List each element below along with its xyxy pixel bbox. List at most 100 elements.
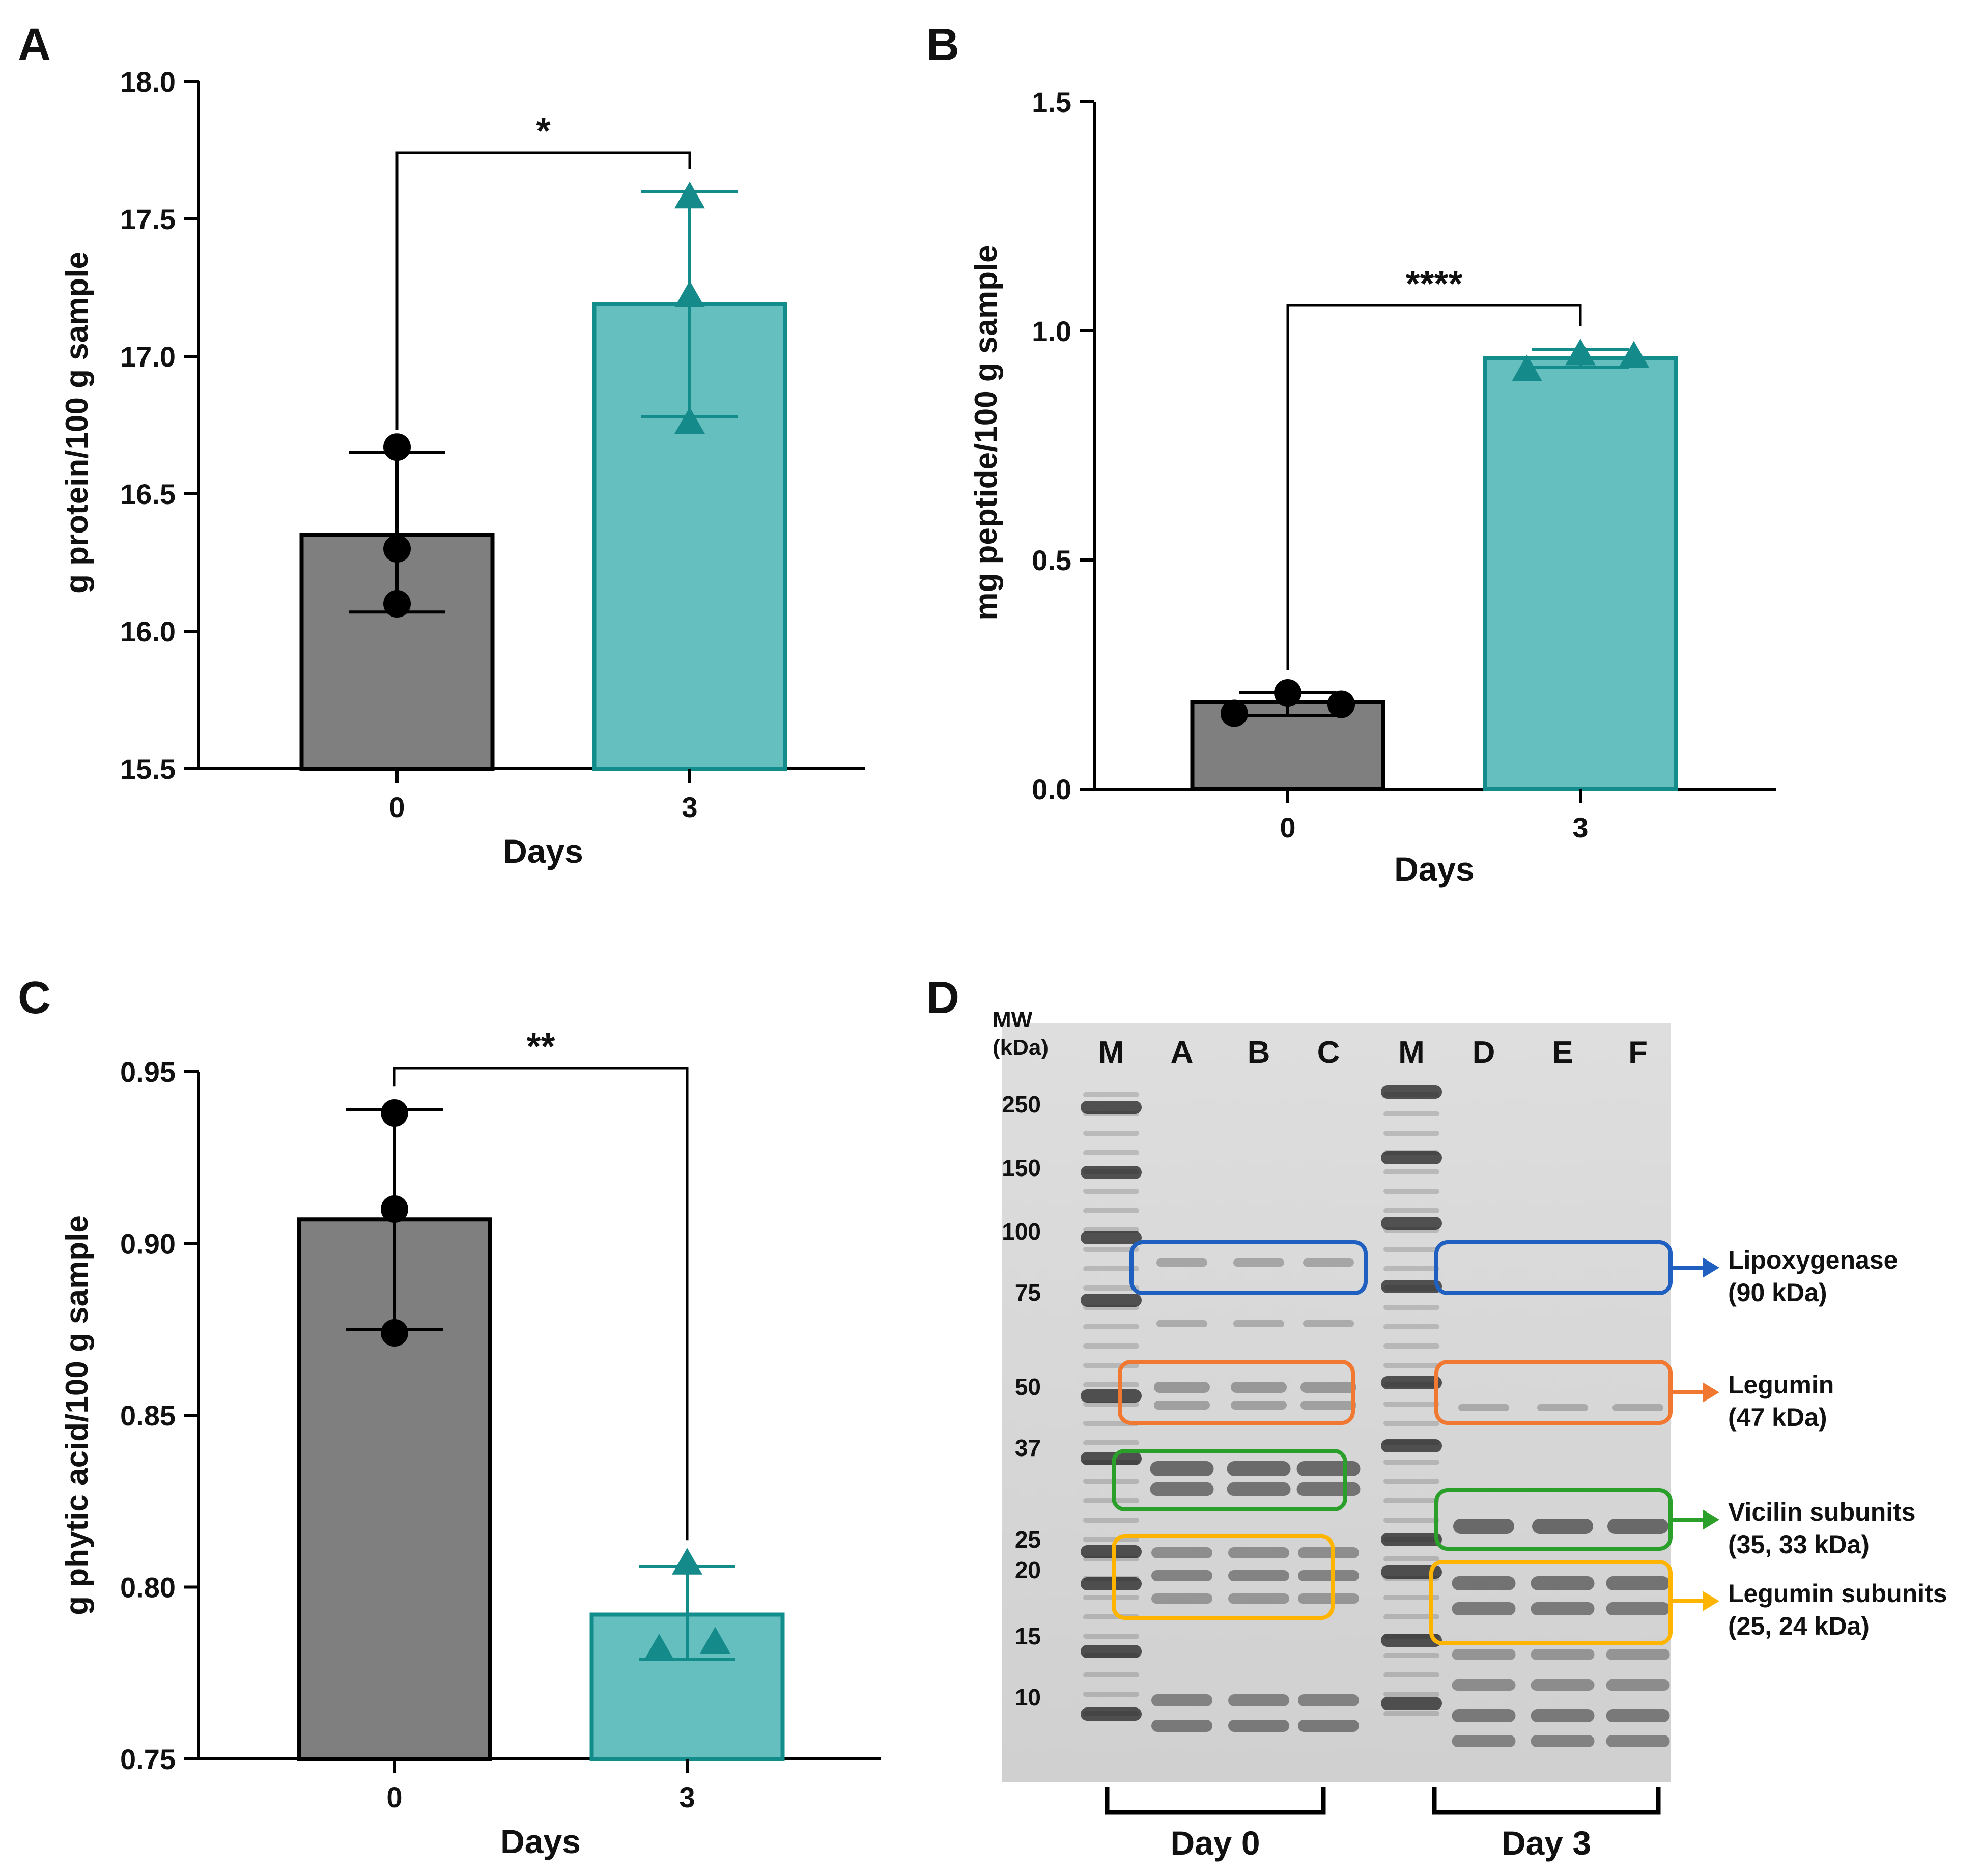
chart-b-point-day3 — [1619, 341, 1649, 368]
gel-lane-label: M — [1098, 1035, 1124, 1070]
gel-marker-band — [1381, 1634, 1442, 1647]
chart-c-x-tick-label: 0 — [386, 1781, 402, 1813]
annotation-arrowhead — [1703, 1257, 1719, 1278]
gel-smear-band — [1383, 1227, 1439, 1233]
gel-marker-band — [1381, 1280, 1442, 1293]
gel-marker-band — [1081, 1166, 1142, 1179]
gel-smear-band — [1383, 1111, 1439, 1116]
gel-smear-band — [1083, 1498, 1139, 1503]
panel-letter-c: C — [18, 972, 51, 1023]
gel-smear-band — [1383, 1711, 1439, 1716]
chart-a-point-day3 — [674, 181, 705, 209]
gel-band — [1531, 1735, 1595, 1747]
gel-smear-band — [1083, 1653, 1139, 1658]
gel-band — [1531, 1649, 1595, 1660]
chart-b: mg peptide/100 g sample Days 0.0 0.5 1.0 1.… — [969, 86, 1776, 888]
chart-b-point-day0 — [1221, 699, 1248, 727]
gel-smear-band — [1083, 1595, 1139, 1600]
gel-smear-band — [1383, 1150, 1439, 1155]
gel-band — [1298, 1720, 1359, 1732]
gel-smear-band — [1083, 1479, 1139, 1484]
chart-a-y-label: g protein/100 g sample — [60, 251, 95, 594]
chart-a-point-day0 — [383, 590, 411, 618]
gel-band-lipoxygenase — [1233, 1258, 1284, 1267]
chart-c-significance-bracket — [393, 1067, 689, 1541]
gel-smear-band — [1383, 1092, 1439, 1097]
gel-smear-band — [1083, 1169, 1139, 1174]
chart-a-significance-label: * — [536, 111, 550, 152]
panel-letter-a: A — [18, 19, 51, 70]
gel-band-legumin-subunit — [1606, 1602, 1670, 1615]
chart-b-y-tick-label: 0.5 — [1032, 544, 1071, 576]
gel-marker-band — [1081, 1231, 1142, 1244]
chart-b-x-tick-label: 3 — [1572, 811, 1588, 844]
gel-band — [1228, 1720, 1289, 1732]
chart-a-y-tick-label: 17.5 — [120, 203, 176, 235]
chart-b-y-label: mg peptide/100 g sample — [969, 245, 1004, 620]
gel-smear-band — [1383, 1402, 1439, 1407]
gel-marker-label: 15 — [1015, 1623, 1041, 1649]
gel-smear-band — [1383, 1305, 1439, 1310]
annotation-label: Legumin subunits — [1728, 1579, 1947, 1608]
gel-marker-band — [1081, 1294, 1142, 1307]
gel-band-vicilin — [1296, 1461, 1361, 1476]
gel-marker-label: 20 — [1015, 1557, 1041, 1583]
gel-band-legumin-subunit — [1228, 1547, 1289, 1558]
gel-marker-band — [1081, 1545, 1142, 1558]
gel-smear-band — [1083, 1150, 1139, 1155]
chart-c-point-day3 — [700, 1627, 730, 1654]
annotation-sublabel: (35, 33 kDa) — [1728, 1530, 1870, 1559]
gel-band-vicilin — [1227, 1461, 1291, 1476]
gel-band-legumin — [1612, 1404, 1663, 1411]
gel-band — [1452, 1735, 1516, 1747]
gel-band-vicilin — [1150, 1461, 1214, 1476]
chart-b-x-label: Days — [1394, 850, 1475, 888]
gel-band-legumin-subunit — [1151, 1593, 1212, 1604]
gel-band-legumin — [1154, 1382, 1210, 1393]
gel-smear-band — [1383, 1672, 1439, 1677]
gel-smear-band — [1383, 1595, 1439, 1600]
gel-band-legumin — [1300, 1401, 1356, 1410]
gel-marker-band — [1081, 1707, 1142, 1721]
gel-smear-band — [1083, 1711, 1139, 1716]
chart-c-x-tick-label: 3 — [679, 1781, 695, 1813]
gel-marker-label: 10 — [1015, 1684, 1041, 1711]
annotation-sublabel: (90 kDa) — [1728, 1278, 1827, 1307]
gel-smear-band — [1383, 1498, 1439, 1503]
gel-smear-band — [1083, 1208, 1139, 1213]
gel-lanes — [1081, 1085, 1670, 1747]
gel-smear-band — [1083, 1518, 1139, 1523]
gel-lane-label: F — [1628, 1035, 1648, 1070]
gel-band — [1156, 1320, 1207, 1327]
chart-b-x-tick-label: 0 — [1280, 811, 1295, 844]
chart-b-significance-bracket — [1286, 304, 1582, 670]
gel-smear-band — [1383, 1363, 1439, 1368]
gel-band-lipoxygenase — [1156, 1258, 1207, 1267]
gel-band-legumin — [1231, 1382, 1287, 1393]
gel-smear-band — [1083, 1402, 1139, 1407]
chart-b-point-day0 — [1274, 679, 1301, 707]
annotation-label: Lipoxygenase — [1728, 1246, 1898, 1274]
gel-smear-band — [1383, 1634, 1439, 1639]
gel-smear-band — [1383, 1460, 1439, 1465]
gel-marker-band — [1381, 1085, 1442, 1099]
gel-lane-label: D — [1473, 1035, 1495, 1070]
gel-smear-band — [1083, 1111, 1139, 1116]
gel-band — [1531, 1709, 1595, 1722]
gel-band-legumin-subunit — [1452, 1576, 1516, 1590]
chart-b-significance-label: **** — [1405, 264, 1462, 304]
gel-smear-band — [1083, 1189, 1139, 1194]
gel-band-vicilin — [1227, 1482, 1291, 1496]
gel-marker-band — [1081, 1645, 1142, 1658]
gel-group-bracket — [1432, 1787, 1661, 1815]
panel-letter-b: B — [926, 19, 959, 70]
chart-b-point-day3 — [1565, 339, 1596, 366]
gel-band-legumin — [1231, 1401, 1287, 1410]
gel-highlight-box — [1118, 1360, 1355, 1425]
gel-smear-band — [1383, 1653, 1439, 1658]
gel-marker-band — [1381, 1217, 1442, 1230]
annotation-arrowhead — [1703, 1382, 1719, 1403]
chart-a-x-tick-label: 0 — [389, 791, 405, 823]
gel-smear-band — [1383, 1285, 1439, 1291]
